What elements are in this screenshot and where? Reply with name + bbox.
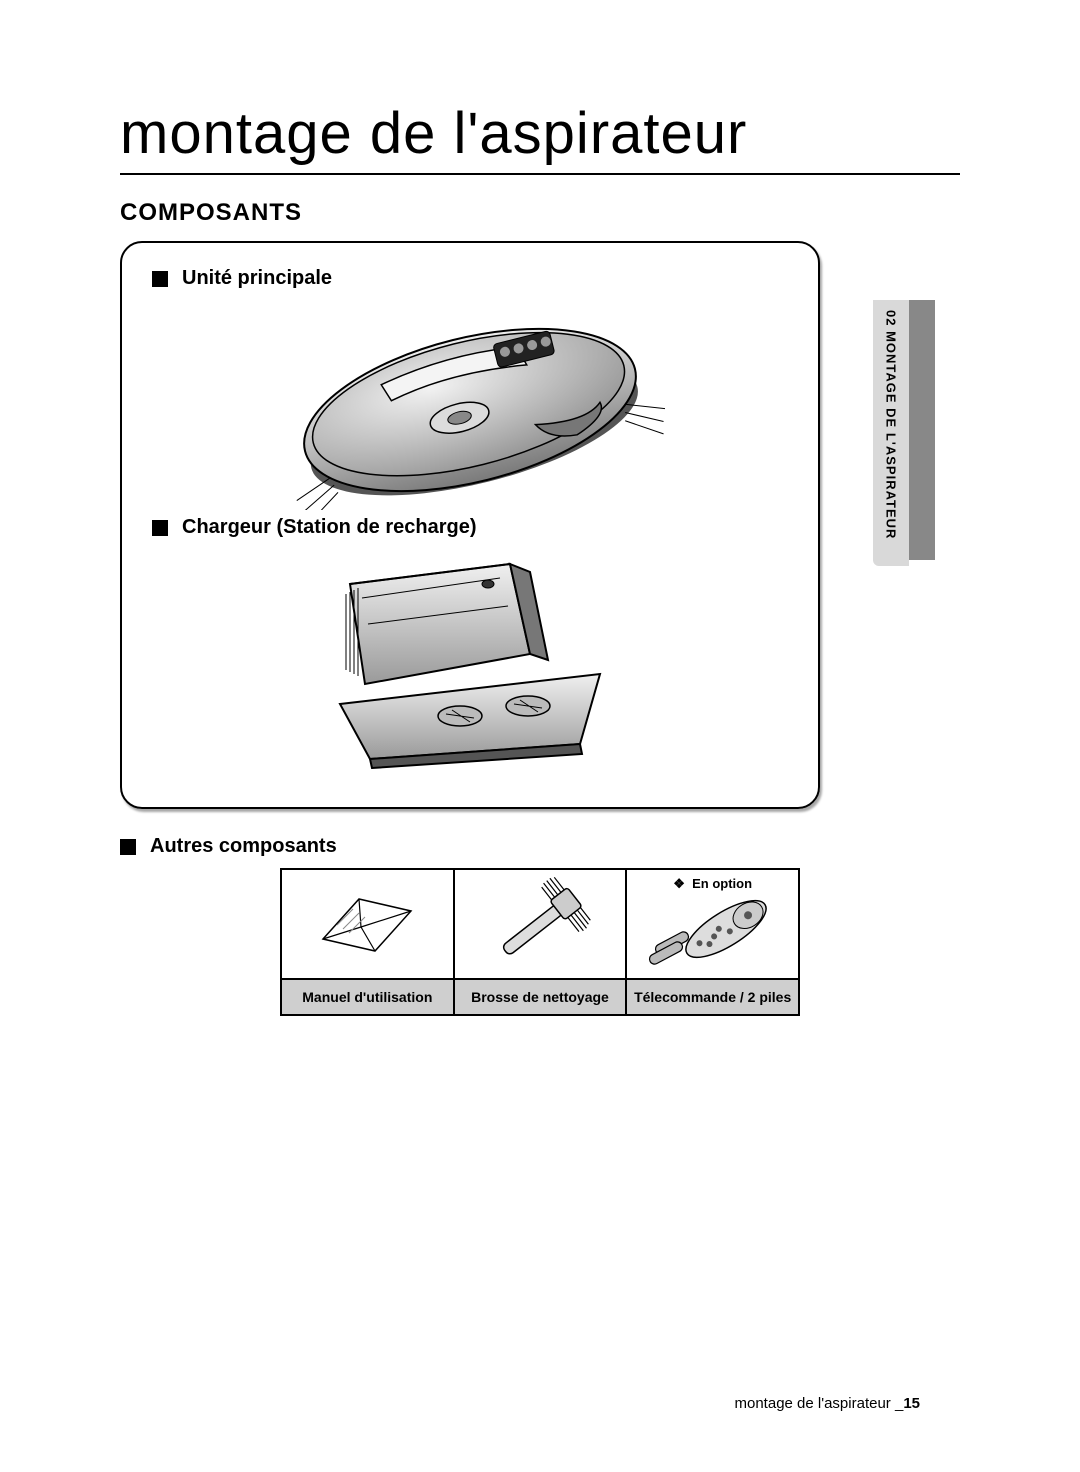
table-header: Brosse de nettoyage (454, 979, 627, 1015)
robot-vacuum-icon (275, 300, 665, 510)
charging-station-icon (315, 549, 625, 769)
chapter-side-tab: 02 MONTAGE DE L'ASPIRATEUR (873, 300, 935, 566)
page-number: 15 (903, 1395, 920, 1412)
page-title: montage de l'aspirateur (120, 100, 960, 175)
table-cell: ❖ En option (626, 869, 799, 979)
other-components-heading-row: Autres composants (120, 835, 960, 858)
optional-tag: ❖ En option (627, 876, 798, 892)
manual-icon (307, 877, 427, 967)
table-cell (281, 869, 454, 979)
other-components-table: ❖ En option (280, 868, 800, 1016)
side-tab-text: 02 MONTAGE DE L'ASPIRATEUR (884, 310, 899, 539)
square-bullet-icon (120, 839, 136, 855)
table-cell (454, 869, 627, 979)
component-label: Chargeur (Station de recharge) (182, 516, 477, 539)
square-bullet-icon (152, 271, 168, 287)
other-components-section: Autres composants (120, 835, 960, 1016)
remote-icon (638, 883, 788, 973)
side-tab-label-area: 02 MONTAGE DE L'ASPIRATEUR (873, 300, 909, 566)
option-label: En option (692, 876, 752, 891)
footer-text: montage de l'aspirateur _ (735, 1395, 904, 1412)
other-components-heading: Autres composants (150, 835, 337, 858)
side-tab-marker (909, 300, 935, 560)
option-prefix-icon: ❖ (673, 876, 685, 891)
component-item: Unité principale (152, 267, 788, 290)
table-header: Manuel d'utilisation (281, 979, 454, 1015)
illustration-wrap (152, 549, 788, 769)
table-header: Télecommande / 2 piles (626, 979, 799, 1015)
page-footer: montage de l'aspirateur _15 (735, 1395, 921, 1412)
component-label: Unité principale (182, 267, 332, 290)
square-bullet-icon (152, 520, 168, 536)
illustration-wrap (152, 300, 788, 510)
components-panel: Unité principale (120, 241, 820, 809)
brush-icon (480, 874, 600, 970)
manual-page: montage de l'aspirateur COMPOSANTS Unité… (0, 0, 1080, 1472)
section-heading: COMPOSANTS (120, 199, 960, 227)
component-item: Chargeur (Station de recharge) (152, 516, 788, 539)
